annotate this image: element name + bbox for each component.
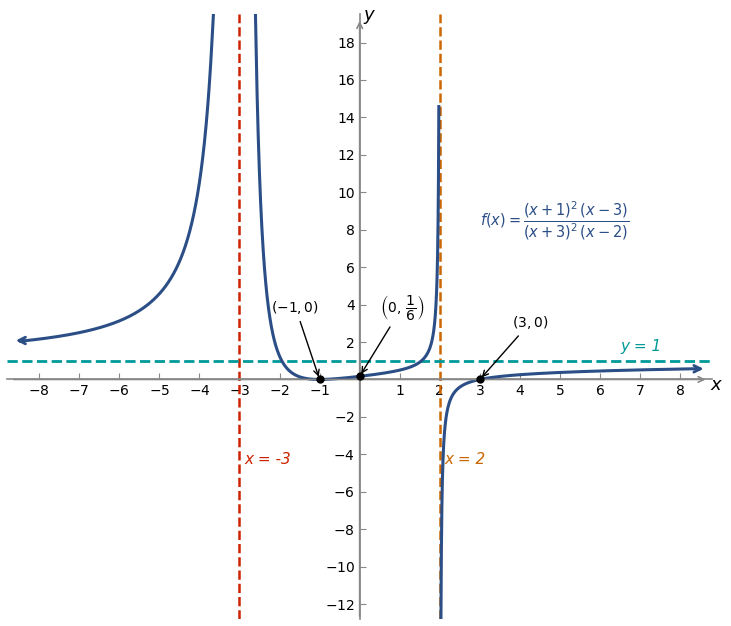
- Text: $\left(0,\,\dfrac{1}{6}\right)$: $\left(0,\,\dfrac{1}{6}\right)$: [362, 293, 425, 372]
- Text: x = -3: x = -3: [244, 452, 291, 467]
- Text: $(-1, 0)$: $(-1, 0)$: [271, 299, 319, 376]
- Text: $x$: $x$: [711, 376, 724, 394]
- Text: x = 2: x = 2: [444, 452, 486, 467]
- Text: y = 1: y = 1: [620, 339, 662, 354]
- Text: $f(x) = \dfrac{(x + 1)^2\,(x - 3)}{(x + 3)^2\,(x - 2)}$: $f(x) = \dfrac{(x + 1)^2\,(x - 3)}{(x + …: [480, 199, 629, 242]
- Text: $y$: $y$: [363, 8, 376, 26]
- Text: $(3, 0)$: $(3, 0)$: [482, 314, 548, 376]
